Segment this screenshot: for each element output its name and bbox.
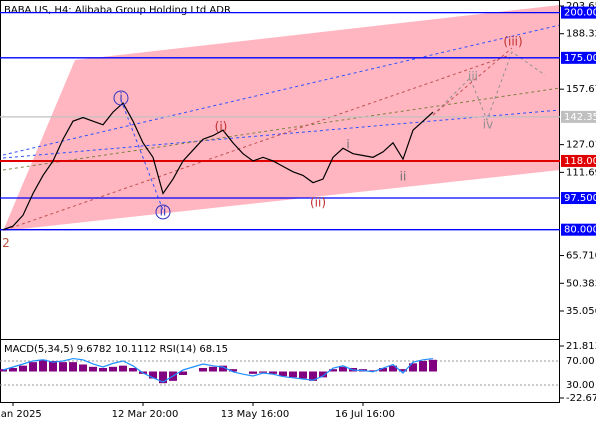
level-label-box xyxy=(561,223,596,236)
macd-bar xyxy=(219,365,227,372)
y-tick-label: 65.710 xyxy=(566,251,596,262)
macd-bar xyxy=(9,367,17,372)
macd-bar xyxy=(289,371,297,378)
macd-bar xyxy=(419,360,427,372)
macd-bar xyxy=(249,371,257,374)
macd-bar xyxy=(379,367,387,372)
macd-bar xyxy=(39,359,47,372)
wave-circle xyxy=(113,90,129,106)
wave-label: (i) xyxy=(215,119,228,133)
macd-bar xyxy=(409,363,417,372)
y-tick-label: 111.691 xyxy=(566,167,596,178)
y-tick-label: 35.056 xyxy=(566,306,596,317)
wave-label: (iii) xyxy=(503,35,522,49)
level-label-box xyxy=(561,154,596,167)
level-label: 97.500 xyxy=(564,193,596,204)
macd-bar xyxy=(389,365,397,372)
wave-label: iv xyxy=(483,117,493,131)
level-label: 118.000 xyxy=(564,156,596,167)
y-tick-label: 21.8131 xyxy=(566,341,596,352)
macd-bar xyxy=(319,371,327,378)
y2-tick-label: 30.00 xyxy=(566,380,595,391)
macd-bar xyxy=(109,366,117,372)
trend-lines xyxy=(2,24,561,231)
x-tick-label: 16 Jul 16:00 xyxy=(335,409,395,420)
x-tick-label: 13 May 16:00 xyxy=(221,409,290,420)
frame xyxy=(0,0,560,403)
macd-bar xyxy=(229,369,237,372)
level-label: 200.000 xyxy=(564,8,596,19)
y-tick-label: 50.383 xyxy=(566,278,596,289)
level-label: 80.000 xyxy=(564,225,596,236)
macd-bar xyxy=(99,367,107,372)
wave-label: iii xyxy=(468,70,478,84)
trend-line xyxy=(120,99,164,211)
macd-bar xyxy=(429,359,437,372)
macd-bar xyxy=(299,371,307,379)
y-tick-label: 188.326 xyxy=(566,29,596,40)
level-label-box xyxy=(561,6,596,19)
rsi-line xyxy=(2,357,434,383)
level-label-box xyxy=(561,192,596,205)
level-label-box xyxy=(561,51,596,64)
macd-bar xyxy=(159,371,167,384)
x-tick-label: 8 Jan 2025 xyxy=(0,409,42,420)
y-tick-label: -22.6703 xyxy=(566,393,596,404)
level-label-box xyxy=(561,110,596,123)
y-tick-label: 203.653 xyxy=(566,1,596,12)
y-tick-label: 157.672 xyxy=(566,84,596,95)
projection xyxy=(432,51,546,122)
wave-label: ii xyxy=(400,170,407,184)
macd-bar xyxy=(209,366,217,372)
wave-label: i xyxy=(346,138,349,152)
projection xyxy=(432,47,513,116)
macd-bar xyxy=(79,364,87,372)
wave-label: 2 xyxy=(2,236,10,250)
wave-circle xyxy=(155,204,171,220)
macd-bar xyxy=(399,369,407,372)
wave-label: (ii) xyxy=(310,195,326,209)
macd-bar xyxy=(259,371,267,373)
wave-label: i xyxy=(119,90,122,104)
level-label: 142.350 xyxy=(564,112,596,123)
macd-bar xyxy=(119,365,127,372)
macd-bar xyxy=(179,371,187,376)
channel xyxy=(3,5,560,231)
macd-bar xyxy=(89,366,97,372)
macd-bar xyxy=(309,371,317,381)
macd-bar xyxy=(129,367,137,372)
chart-title: BABA.US, H4: Alibaba Group Holding Ltd A… xyxy=(4,5,231,16)
macd-bar xyxy=(29,362,37,372)
price-line xyxy=(2,102,434,231)
trend-line xyxy=(2,24,561,156)
macd-bar xyxy=(329,369,337,372)
macd-bar xyxy=(69,362,77,372)
macd-bar xyxy=(49,360,57,372)
wave-label: ii xyxy=(160,204,167,218)
macd-bar xyxy=(59,362,67,372)
trend-line xyxy=(4,54,511,231)
macd-bar xyxy=(339,366,347,372)
macd-bar xyxy=(369,370,377,372)
macd-bar xyxy=(19,365,27,372)
y2-tick-label: 70.00 xyxy=(566,356,595,367)
y-tick-label: 127.018 xyxy=(566,140,596,151)
macd-bar xyxy=(149,371,157,379)
macd-bar xyxy=(199,367,207,372)
level-label: 175.000 xyxy=(564,53,596,64)
trend-line xyxy=(2,87,561,171)
x-tick-label: 12 Mar 20:00 xyxy=(112,409,179,420)
indicator-title: MACD(5,34,5) 9.6782 10.1112 RSI(14) 68.1… xyxy=(4,344,228,355)
macd-bar xyxy=(269,371,277,374)
macd-bar xyxy=(279,371,287,377)
